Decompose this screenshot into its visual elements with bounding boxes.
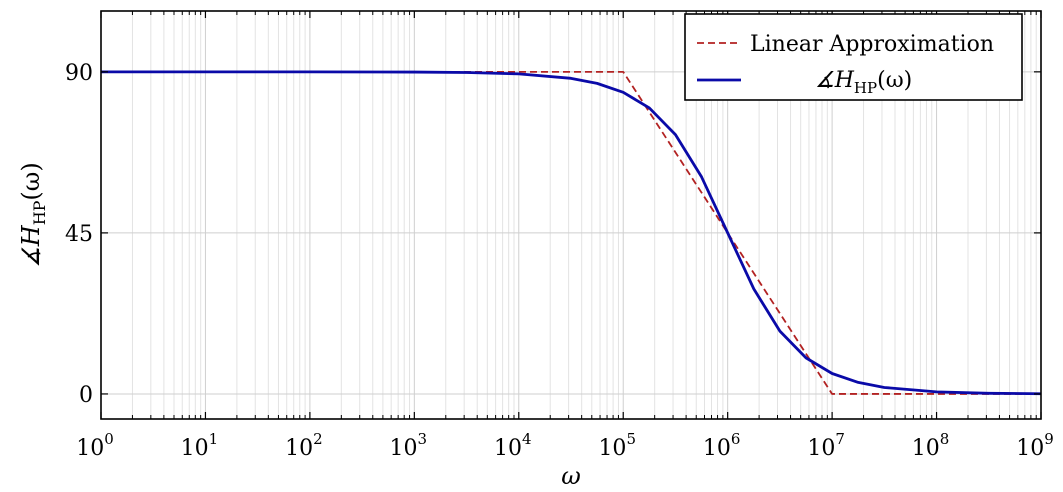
x-tick-base: 10	[390, 436, 418, 461]
tick-marks	[100, 11, 1042, 419]
x-tick-label: 107	[807, 430, 845, 461]
legend-label-linear-approximation: Linear Approximation	[750, 32, 994, 57]
y-label-tail: (ω)	[17, 162, 45, 200]
x-tick-label: 103	[390, 430, 428, 461]
y-tick-label: 0	[79, 383, 93, 408]
x-tick-exponent: 0	[104, 430, 114, 448]
x-tick-base: 10	[807, 436, 835, 461]
x-axis-label: ω	[561, 462, 581, 490]
x-tick-label: 106	[703, 430, 741, 461]
x-tick-base: 10	[703, 436, 731, 461]
x-tick-label: 101	[181, 430, 219, 461]
x-tick-base: 10	[912, 436, 940, 461]
y-label-sub: HP	[30, 200, 49, 225]
x-tick-base: 10	[1016, 436, 1044, 461]
legend-phase-sub: HP	[854, 79, 877, 97]
x-tick-exponent: 3	[418, 430, 428, 448]
x-tick-exponent: 9	[1044, 430, 1054, 448]
x-tick-exponent: 8	[940, 430, 950, 448]
y-label-main: ∡H	[17, 224, 45, 268]
legend-label-phase: ∡HHP(ω)	[815, 68, 912, 97]
x-tick-exponent: 2	[313, 430, 323, 448]
x-tick-base: 10	[285, 436, 313, 461]
plot-frame	[100, 10, 1042, 420]
x-tick-base: 10	[76, 436, 104, 461]
series-phase-curve	[101, 70, 1042, 396]
x-tick-label: 108	[912, 430, 950, 461]
svg-text:∡HHP(ω): ∡HHP(ω)	[17, 162, 49, 267]
x-tick-base: 10	[494, 436, 522, 461]
x-tick-base: 10	[181, 436, 209, 461]
y-tick-labels: 0 45 90	[65, 61, 93, 408]
x-tick-label: 102	[285, 430, 323, 461]
x-tick-label: 104	[494, 430, 532, 461]
legend-phase-tail: (ω)	[877, 68, 912, 93]
x-tick-exponent: 5	[626, 430, 636, 448]
y-tick-label: 90	[65, 61, 93, 86]
legend-box	[684, 13, 1023, 101]
x-tick-exponent: 4	[522, 430, 532, 448]
x-tick-label: 105	[598, 430, 636, 461]
x-tick-labels: 100 101 102 103 104 105 106 107 108 109	[76, 430, 1054, 461]
x-tick-base: 10	[598, 436, 626, 461]
x-tick-label: 109	[1016, 430, 1054, 461]
series-layer	[101, 70, 1042, 396]
legend-phase-main: ∡H	[815, 68, 855, 93]
x-tick-exponent: 7	[835, 430, 845, 448]
x-tick-exponent: 6	[731, 430, 741, 448]
legend: Linear Approximation ∡HHP(ω)	[684, 13, 1023, 101]
x-tick-label: 100	[76, 430, 114, 461]
x-tick-exponent: 1	[209, 430, 219, 448]
y-tick-label: 45	[65, 222, 93, 247]
y-axis-label: ∡HHP(ω)	[17, 162, 49, 267]
